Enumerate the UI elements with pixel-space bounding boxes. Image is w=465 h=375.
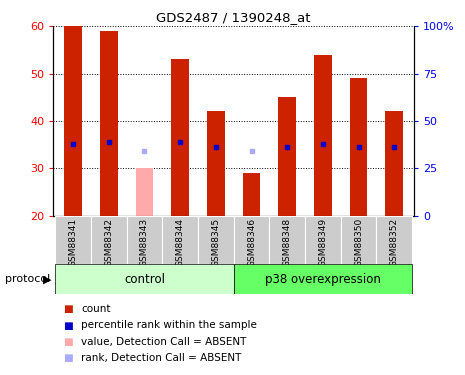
- Text: ■: ■: [63, 304, 73, 314]
- Bar: [278, 97, 296, 216]
- Text: ■: ■: [63, 337, 73, 346]
- Text: GSM88342: GSM88342: [104, 218, 113, 267]
- Text: control: control: [124, 273, 165, 286]
- Text: GSM88350: GSM88350: [354, 218, 363, 267]
- Bar: [126, 216, 162, 264]
- Text: rank, Detection Call = ABSENT: rank, Detection Call = ABSENT: [81, 353, 242, 363]
- Text: ▶: ▶: [43, 274, 51, 284]
- Text: value, Detection Call = ABSENT: value, Detection Call = ABSENT: [81, 337, 247, 346]
- Bar: [91, 216, 126, 264]
- Text: protocol: protocol: [5, 274, 50, 284]
- Text: GSM88352: GSM88352: [390, 218, 399, 267]
- Bar: [198, 216, 233, 264]
- Bar: [305, 216, 341, 264]
- Text: p38 overexpression: p38 overexpression: [265, 273, 381, 286]
- Bar: [376, 216, 412, 264]
- Text: GSM88349: GSM88349: [319, 218, 327, 267]
- Text: GSM88344: GSM88344: [176, 218, 185, 267]
- Text: ■: ■: [63, 353, 73, 363]
- Text: ■: ■: [63, 321, 73, 330]
- Bar: [269, 216, 305, 264]
- Text: GSM88348: GSM88348: [283, 218, 292, 267]
- Bar: [55, 264, 233, 294]
- Bar: [233, 264, 412, 294]
- Bar: [162, 216, 198, 264]
- Bar: [64, 26, 82, 216]
- Title: GDS2487 / 1390248_at: GDS2487 / 1390248_at: [156, 11, 311, 24]
- Bar: [350, 78, 367, 216]
- Bar: [314, 55, 332, 216]
- Text: GSM88346: GSM88346: [247, 218, 256, 267]
- Bar: [243, 173, 260, 216]
- Text: GSM88341: GSM88341: [69, 218, 78, 267]
- Bar: [55, 216, 91, 264]
- Bar: [385, 111, 403, 216]
- Bar: [135, 168, 153, 216]
- Bar: [100, 31, 118, 216]
- Bar: [207, 111, 225, 216]
- Bar: [341, 216, 376, 264]
- Text: GSM88343: GSM88343: [140, 218, 149, 267]
- Text: count: count: [81, 304, 111, 314]
- Text: GSM88345: GSM88345: [211, 218, 220, 267]
- Bar: [233, 216, 269, 264]
- Bar: [171, 59, 189, 216]
- Text: percentile rank within the sample: percentile rank within the sample: [81, 321, 257, 330]
